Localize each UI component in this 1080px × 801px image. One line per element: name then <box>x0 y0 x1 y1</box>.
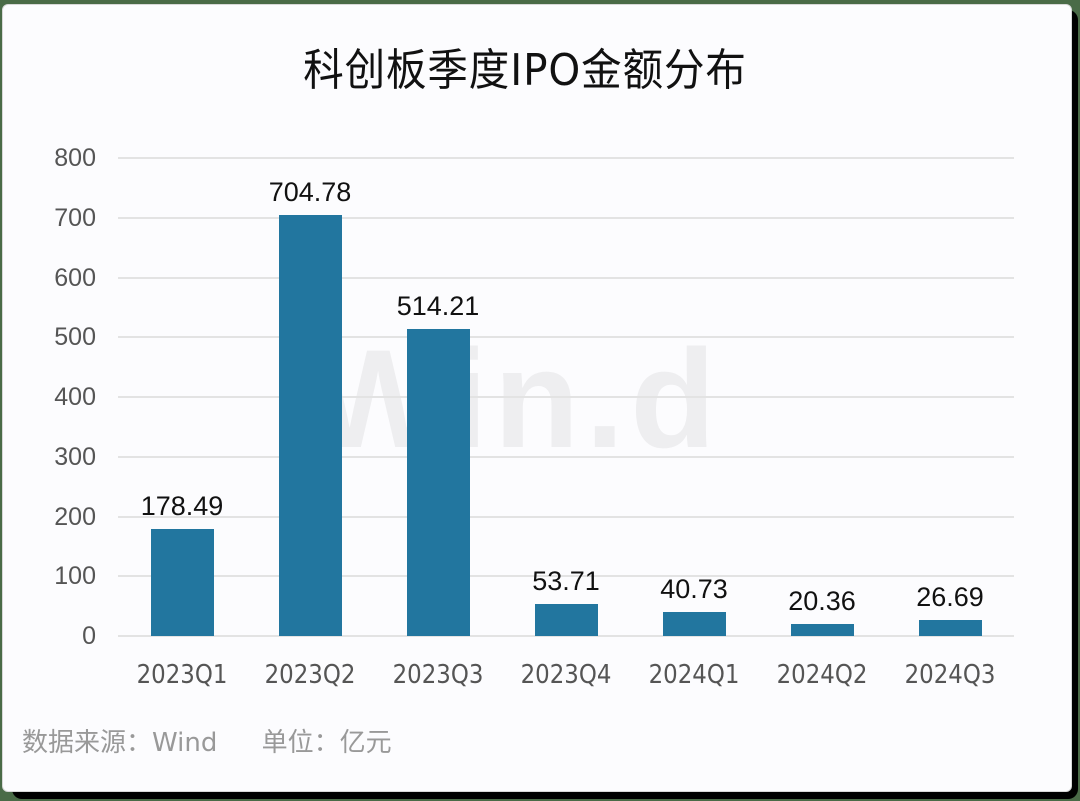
gridline <box>118 216 1014 219</box>
gridline <box>118 515 1014 518</box>
value-label: 514.21 <box>396 290 480 321</box>
y-tick-label: 600 <box>54 263 96 292</box>
x-tick-label: 2024Q3 <box>904 660 996 690</box>
y-tick-label: 200 <box>54 502 96 531</box>
plot-area: 800 700 600 500 400 300 200 100 0 178.49 704.78 514… <box>54 144 1014 650</box>
x-axis: 2023Q1 2023Q2 2023Q3 2023Q4 2024Q1 2024Q2 2024… <box>118 640 1014 690</box>
value-label: 178.49 <box>140 491 224 522</box>
bar-2024Q3 <box>918 620 982 636</box>
value-label: 20.36 <box>788 585 856 616</box>
y-tick-label: 500 <box>54 323 96 352</box>
source-note: 数据来源：Wind <box>22 728 218 758</box>
gridline <box>118 157 1014 159</box>
x-tick-label: 2023Q2 <box>264 660 356 690</box>
gridline <box>118 276 1014 279</box>
chart-title: 科创板季度IPO金额分布 <box>303 45 747 96</box>
gridline <box>118 575 1014 578</box>
bar-2023Q1 <box>150 529 214 636</box>
y-tick-label: 300 <box>54 442 96 471</box>
y-tick-label: 400 <box>54 383 96 411</box>
x-tick-label: 2023Q4 <box>520 660 612 690</box>
bar-2024Q1 <box>662 611 726 636</box>
x-tick-label: 2024Q1 <box>648 660 740 690</box>
chart-card <box>2 4 1072 792</box>
x-tick-label: 2024Q2 <box>776 660 868 690</box>
value-label: 26.69 <box>916 582 984 613</box>
gridline <box>118 455 1014 458</box>
bar-2024Q2 <box>790 623 854 636</box>
value-label: 53.71 <box>532 565 600 596</box>
bar-2023Q4 <box>534 603 598 636</box>
gridline <box>118 635 1014 637</box>
footer: 数据来源：Wind 单位：亿元 <box>22 722 428 759</box>
value-label: 40.73 <box>660 573 728 604</box>
y-tick-label: 100 <box>54 562 96 591</box>
gridline <box>118 336 1014 339</box>
bar-2023Q3 <box>406 328 470 636</box>
y-tick-label: 800 <box>54 144 96 172</box>
y-tick-label: 700 <box>54 203 96 232</box>
unit-note: 单位：亿元 <box>261 728 392 758</box>
bar-2023Q2 <box>278 214 342 636</box>
value-label: 704.78 <box>268 176 352 207</box>
y-tick-label: 0 <box>82 622 96 650</box>
gridline <box>118 396 1014 398</box>
x-tick-label: 2023Q1 <box>136 660 228 690</box>
x-tick-label: 2023Q3 <box>392 660 484 690</box>
